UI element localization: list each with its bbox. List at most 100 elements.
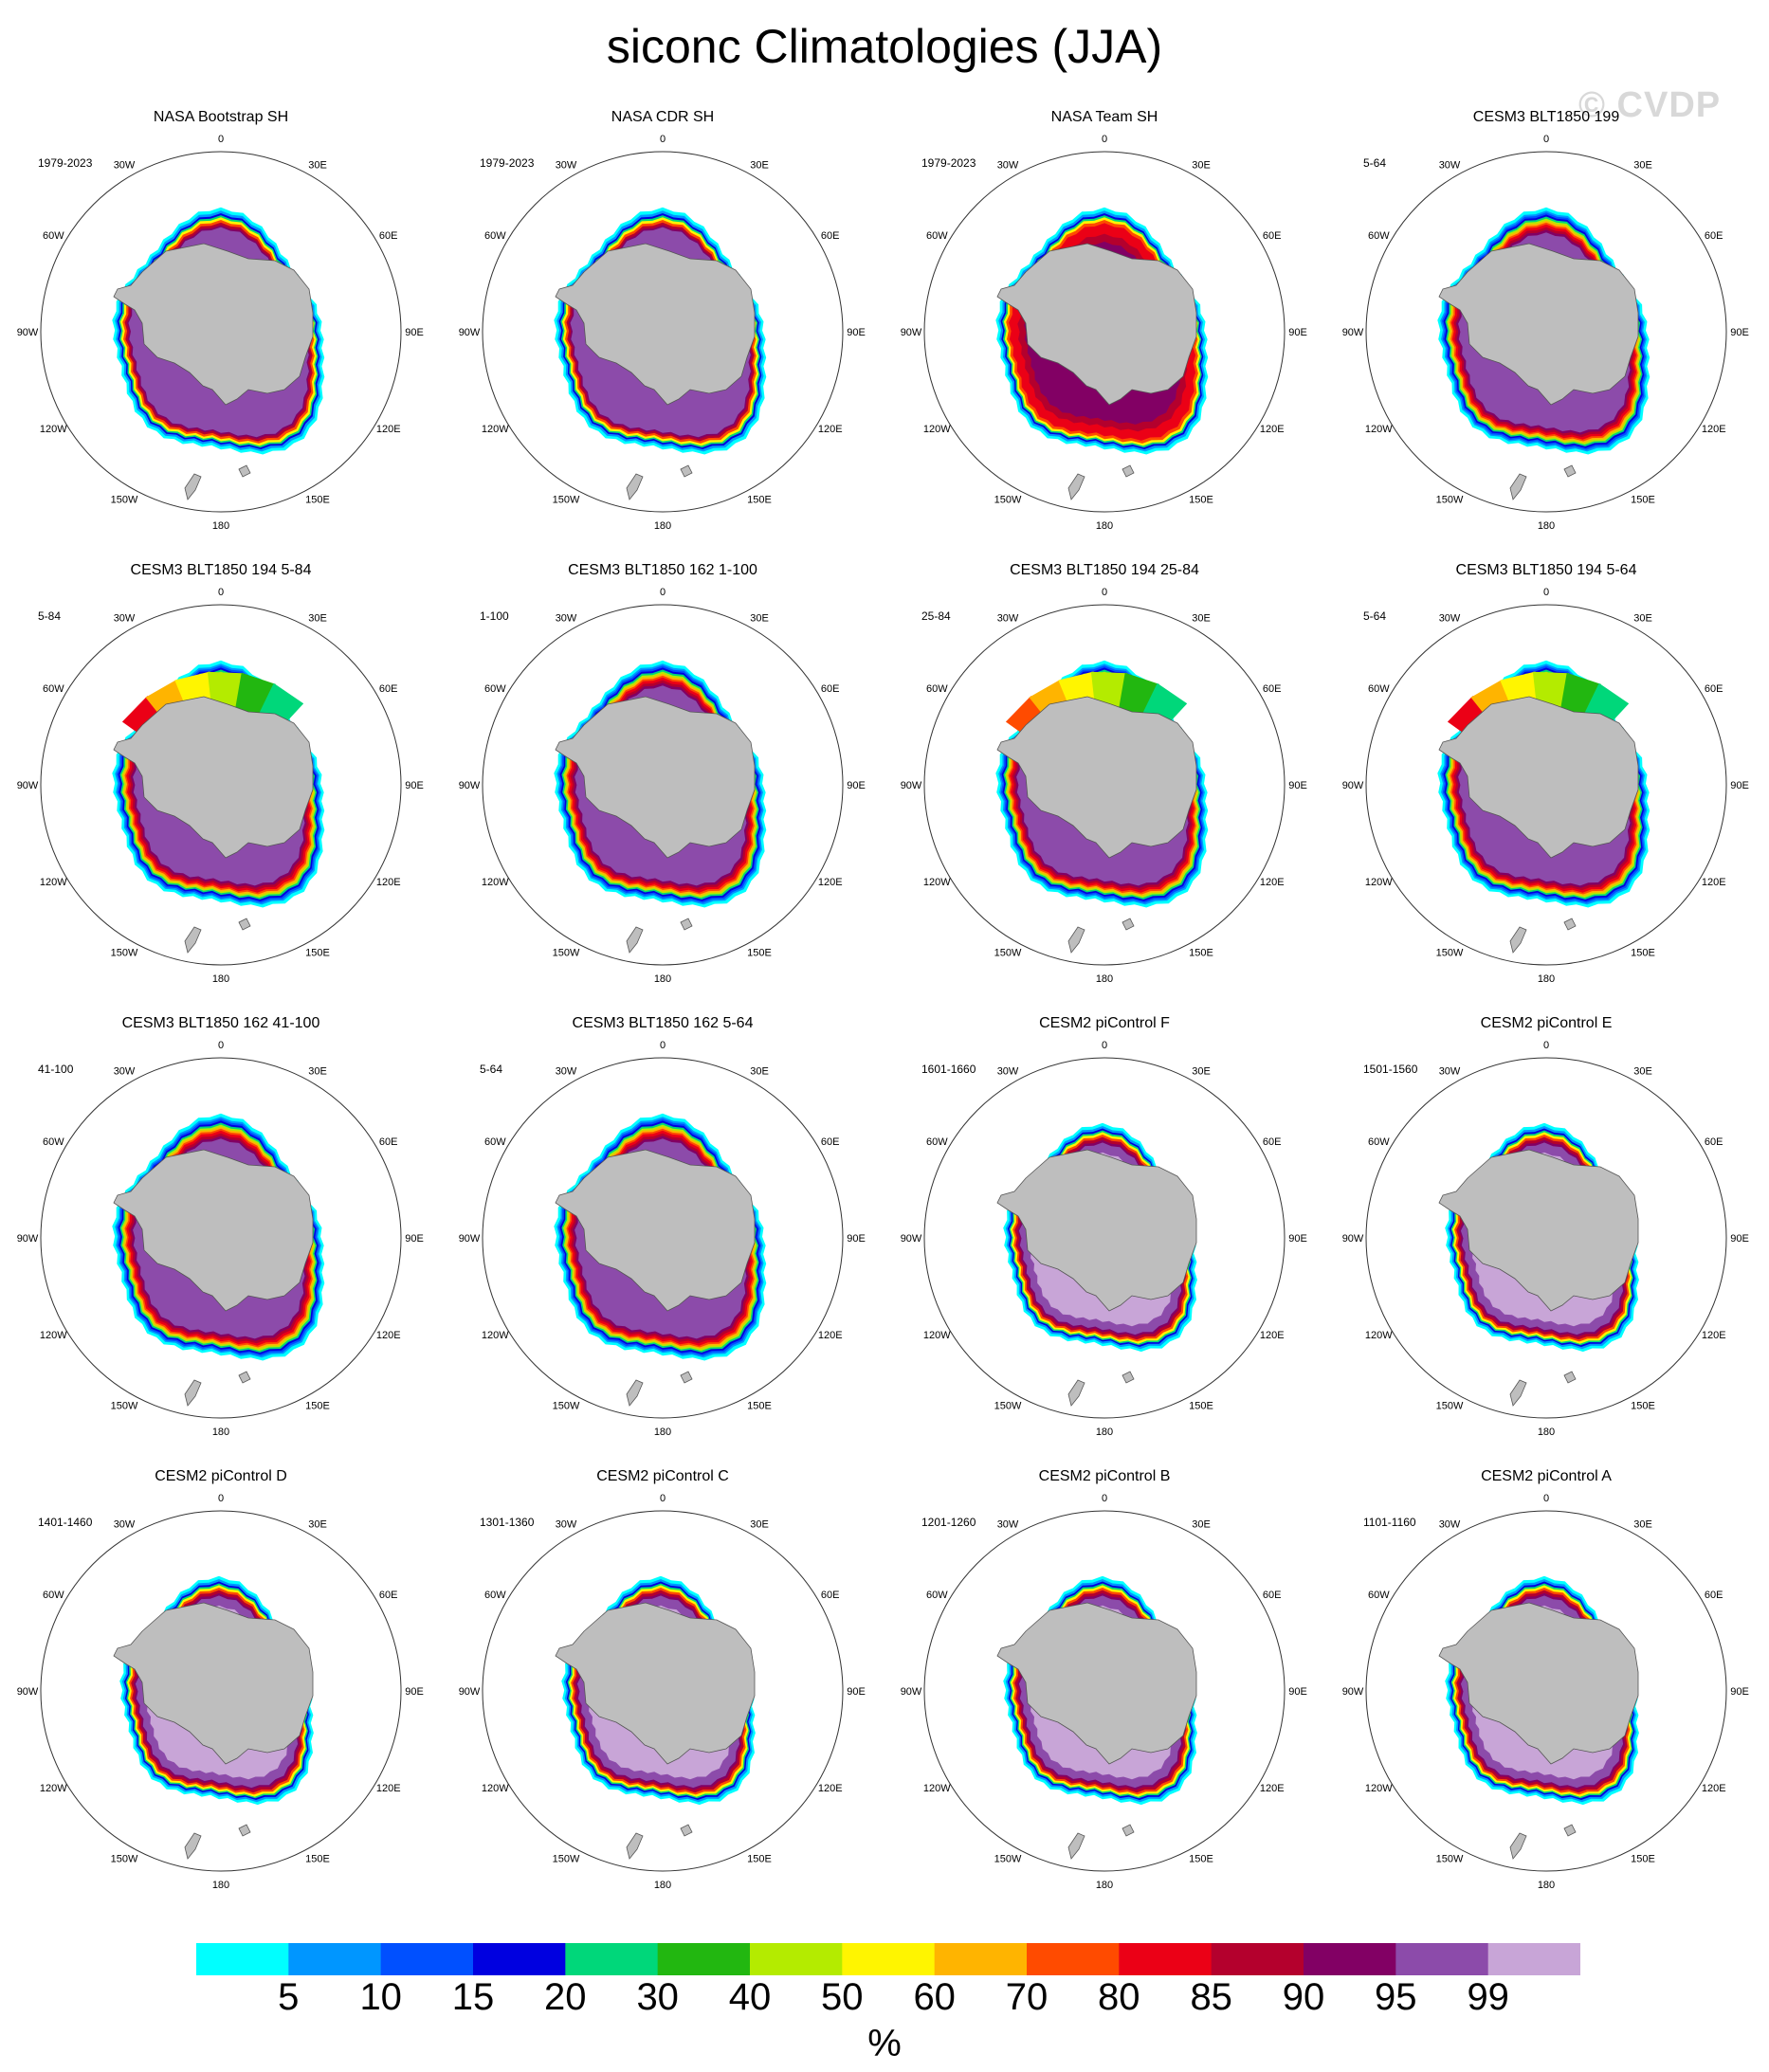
longitude-label: 120W (923, 1330, 951, 1341)
longitude-label: 150W (1436, 495, 1464, 506)
longitude-label: 90E (405, 780, 424, 791)
longitude-label: 0 (1102, 1493, 1107, 1504)
longitude-label: 90E (847, 1686, 866, 1698)
panel-period: 5-84 (38, 609, 62, 623)
panel-period: 1-100 (480, 609, 509, 623)
longitude-label: 60E (1705, 230, 1723, 242)
panel-title: CESM2 piControl F (1039, 1015, 1170, 1031)
longitude-label: 90E (1730, 1686, 1749, 1698)
south-america-landmass (1366, 645, 1402, 684)
longitude-label: 0 (1102, 587, 1107, 598)
longitude-label: 120W (40, 1783, 67, 1794)
longitude-label: 150W (994, 495, 1022, 506)
new-zealand-landmass (1509, 1832, 1527, 1860)
longitude-label: 30E (1192, 1065, 1211, 1077)
colorbar (196, 1943, 1580, 1975)
polar-stereographic-map: 0 30E 60E 90E 120E 150E 180 150W 120W 90W 60W 30W (1342, 587, 1749, 985)
longitude-label: 150W (1436, 1401, 1464, 1412)
longitude-label: 60W (1368, 230, 1390, 242)
tasmania-landmass (238, 464, 251, 478)
longitude-label: 30E (750, 612, 769, 624)
longitude-label: 60W (484, 683, 506, 695)
longitude-label: 180 (654, 1880, 671, 1891)
polar-stereographic-map: 0 30E 60E 90E 120E 150E 180 150W 120W 90W 60W 30W (459, 1040, 866, 1438)
antarctica-landmass (113, 1149, 314, 1312)
longitude-label: 180 (654, 973, 671, 985)
longitude-label: 90W (1342, 327, 1364, 338)
new-zealand-landmass (1067, 473, 1085, 500)
colorbar-swatch (1027, 1943, 1120, 1975)
longitude-label: 60W (43, 230, 64, 242)
map-panel: NASA Team SH 1979-2023 0 30E 60E 90E 120E 150E 1… (884, 109, 1325, 562)
panel-period: 41-100 (38, 1063, 74, 1076)
longitude-label: 150E (1631, 948, 1655, 959)
new-zealand-landmass (184, 926, 202, 954)
longitude-label: 150W (111, 948, 138, 959)
figure-title: siconc Climatologies (JJA) (606, 20, 1163, 73)
watermark: © CVDP (1578, 85, 1722, 125)
south-america-landmass (41, 1551, 77, 1590)
map-panel: CESM3 BLT1850 162 5-64 5-64 0 30E 60E 90E 120E… (442, 1015, 884, 1468)
longitude-label: 60E (379, 1590, 398, 1601)
south-america-landmass (924, 191, 960, 231)
longitude-label: 60E (1705, 683, 1723, 695)
longitude-label: 120E (818, 877, 843, 888)
longitude-label: 120W (482, 424, 509, 435)
map-panel: CESM2 piControl F 1601-1660 0 30E 60E 90E 120E… (884, 1015, 1325, 1468)
antarctica-landmass (555, 1149, 756, 1312)
longitude-label: 30E (750, 1065, 769, 1077)
longitude-label: 60E (379, 230, 398, 242)
new-zealand-landmass (184, 1379, 202, 1407)
longitude-label: 120E (818, 1783, 843, 1794)
colorbar-swatch (196, 1943, 289, 1975)
longitude-label: 150E (747, 1854, 772, 1865)
longitude-label: 30E (308, 612, 327, 624)
longitude-label: 120E (1260, 1783, 1285, 1794)
panel-period: 5-64 (1363, 156, 1387, 170)
longitude-label: 90W (17, 327, 39, 338)
longitude-label: 150E (1189, 495, 1213, 506)
tasmania-landmass (680, 1824, 693, 1837)
longitude-label: 30W (997, 612, 1019, 624)
panel-title: CESM2 piControl D (155, 1468, 287, 1484)
longitude-label: 120E (376, 424, 401, 435)
longitude-label: 90E (847, 780, 866, 791)
longitude-label: 30E (750, 159, 769, 171)
longitude-label: 30W (556, 159, 577, 171)
longitude-label: 30E (308, 159, 327, 171)
longitude-label: 150E (1631, 1854, 1655, 1865)
colorbar-tick-label: 5 (278, 1976, 300, 2018)
panel-period: 1979-2023 (480, 156, 535, 170)
map-panel: CESM2 piControl B 1201-1260 0 30E 60E 90E 120E… (884, 1468, 1325, 1921)
south-america-landmass (924, 645, 960, 684)
longitude-label: 180 (1538, 1880, 1555, 1891)
longitude-label: 90W (17, 780, 39, 791)
longitude-label: 90E (1730, 780, 1749, 791)
longitude-label: 120W (40, 1330, 67, 1341)
map-panel: CESM2 piControl C 1301-1360 0 30E 60E 90E 120E… (442, 1468, 884, 1921)
south-america-landmass (924, 1098, 960, 1137)
longitude-label: 60E (1263, 230, 1282, 242)
antarctica-landmass (996, 1602, 1197, 1765)
longitude-label: 150E (1631, 495, 1655, 506)
longitude-label: 150W (1436, 948, 1464, 959)
colorbar-swatch (934, 1943, 1028, 1975)
longitude-label: 30E (308, 1065, 327, 1077)
tasmania-landmass (1563, 1824, 1577, 1837)
colorbar-swatch (750, 1943, 843, 1975)
south-america-landmass (483, 1551, 519, 1590)
longitude-label: 120W (482, 1783, 509, 1794)
longitude-label: 30E (750, 1518, 769, 1530)
longitude-label: 60W (43, 1136, 64, 1148)
polar-stereographic-map: 0 30E 60E 90E 120E 150E 180 150W 120W 90W 60W 30W (1342, 1040, 1749, 1438)
colorbar-swatch (657, 1943, 751, 1975)
longitude-label: 30W (997, 1065, 1019, 1077)
south-america-landmass (483, 191, 519, 231)
longitude-label: 30W (556, 1518, 577, 1530)
longitude-label: 60W (1368, 1136, 1390, 1148)
longitude-label: 120W (1365, 877, 1393, 888)
longitude-label: 180 (1096, 973, 1113, 985)
colorbar-tick-label: 15 (451, 1976, 495, 2018)
colorbar-swatch (842, 1943, 936, 1975)
colorbar-tick-label: 50 (821, 1976, 864, 2018)
